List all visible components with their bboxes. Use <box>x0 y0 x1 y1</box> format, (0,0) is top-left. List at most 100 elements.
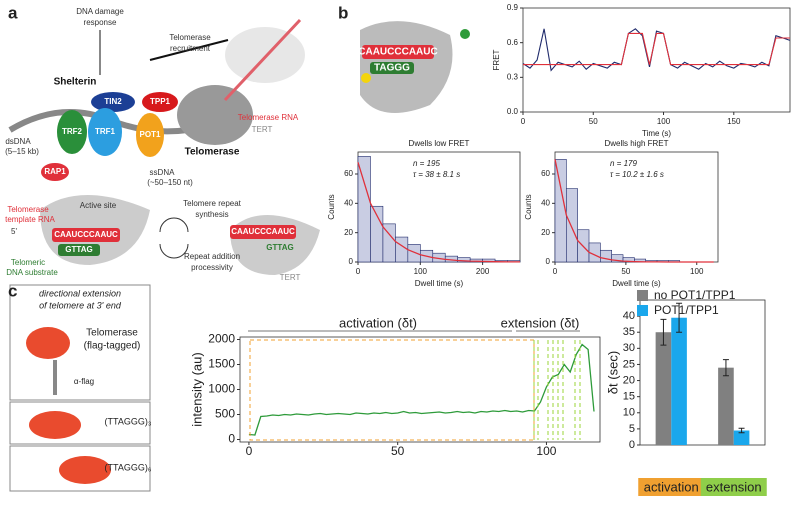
error-bar <box>738 427 745 434</box>
x-tick-label: 0 <box>356 267 361 276</box>
diagram-label: recruitment <box>170 44 211 53</box>
legend-swatch <box>637 290 648 301</box>
chart: 0 500 1000 1500 2000 0 50 100 intensity (au) acti… <box>189 315 601 458</box>
diagram-label: TPP1 <box>150 97 171 106</box>
y-axis-label: δt (sec) <box>605 351 620 394</box>
y-tick-label: 5 <box>629 423 635 435</box>
annotation: activation (δt) <box>339 315 417 330</box>
diagram-label: DNA damage <box>76 7 124 16</box>
diagram-label: (TTAGGG)₃ <box>105 416 152 426</box>
y-tick-label: 40 <box>541 198 550 207</box>
diagram-label: POT1 <box>140 130 161 139</box>
panel-label: a <box>8 3 18 22</box>
x-axis-label: Dwell time (s) <box>612 279 661 288</box>
x-tick-label: 100 <box>536 444 556 458</box>
diagram-label: 5' <box>11 227 17 236</box>
annotation: n = 195 <box>413 159 440 168</box>
y-tick-label: 20 <box>541 228 550 237</box>
line-series <box>523 32 790 66</box>
y-tick-label: 0 <box>349 257 354 266</box>
y-tick-label: 60 <box>344 169 353 178</box>
diagram-label: template RNA <box>5 215 55 224</box>
histogram-bar <box>566 188 578 263</box>
bar <box>718 367 734 445</box>
diagram-label: Active site <box>80 201 117 210</box>
y-tick-label: 15 <box>623 391 635 403</box>
panel-label: b <box>338 3 348 22</box>
y-tick-label: 60 <box>541 169 550 178</box>
panel-label: c <box>8 281 17 300</box>
y-tick-label: 0 <box>228 432 235 446</box>
y-tick-label: 40 <box>344 198 353 207</box>
error-bar <box>660 318 667 346</box>
legend-label: POT1/TPP1 <box>654 303 719 317</box>
histogram-bar <box>600 249 612 263</box>
diagram-label: CAAUCCCAAUC <box>54 230 118 239</box>
diagram-label: α-flag <box>74 377 94 386</box>
chart: 0 20 40 60 0 50 100 Dwells high FRET Dwell time … <box>524 139 719 288</box>
y-tick-label: 2000 <box>208 332 235 346</box>
histogram-bar <box>357 156 371 263</box>
annotation: extension (δt) <box>501 315 580 330</box>
y-axis-label: intensity (au) <box>189 352 204 426</box>
x-tick-label: 50 <box>621 267 630 276</box>
y-tick-label: 25 <box>623 358 635 370</box>
x-tick-label: 0 <box>521 117 526 126</box>
y-tick-label: 35 <box>623 326 635 338</box>
legend-swatch <box>637 305 648 316</box>
chart-title: Dwells low FRET <box>409 139 470 148</box>
x-tick-label: 0 <box>553 267 558 276</box>
histogram-bar <box>395 236 409 263</box>
diagram-label: Telomerase <box>86 328 138 339</box>
histogram-bar <box>407 244 421 263</box>
diagram-shapes <box>8 18 320 275</box>
bar <box>655 332 672 445</box>
x-tick-label: 100 <box>414 267 428 276</box>
x-axis-label: Time (s) <box>642 129 671 138</box>
category-background <box>700 478 767 496</box>
x-tick-label: extension <box>706 479 762 494</box>
diagram-label: of telomere at 3' end <box>39 300 122 310</box>
diagram-label: Telomerase <box>169 33 211 42</box>
diagram-shapes <box>360 21 470 113</box>
plot-frame <box>639 299 766 446</box>
fit-curve <box>554 159 714 263</box>
fit-curve <box>357 162 520 263</box>
diagram-label: CAAUCCCAAUC <box>358 47 437 58</box>
y-tick-label: 40 <box>623 310 635 322</box>
legend-label: no POT1/TPP1 <box>654 288 736 302</box>
y-tick-label: 0.6 <box>507 38 519 47</box>
diagram-label: Shelterin <box>54 77 97 88</box>
annotation: τ = 38 ± 8.1 s <box>413 170 460 179</box>
annotation: τ = 10.2 ± 1.6 s <box>610 170 664 179</box>
chart: 0 20 40 60 0 100 200 Dwells low FRET Dwell time … <box>327 139 521 288</box>
x-tick-label: 50 <box>589 117 598 126</box>
plot-frame <box>522 7 791 113</box>
y-axis-label: Counts <box>524 194 533 219</box>
diagram-label: Telomere repeat <box>183 199 242 208</box>
y-tick-label: 20 <box>344 228 353 237</box>
chart: 0 5 10 15 20 25 30 35 40 δt (sec) activation extens… <box>605 288 767 496</box>
x-tick-label: 150 <box>727 117 741 126</box>
x-tick-label: 100 <box>690 267 704 276</box>
diagram-label: TERT <box>252 125 273 134</box>
x-axis-label: Dwell time (s) <box>415 279 464 288</box>
y-axis-label: Counts <box>327 194 336 219</box>
diagram-label: Telomerase RNA <box>238 113 299 122</box>
y-tick-label: 20 <box>623 374 635 386</box>
x-tick-label: activation <box>644 479 699 494</box>
x-tick-label: 200 <box>476 267 490 276</box>
diagram-label: DNA substrate <box>6 268 58 277</box>
diagram-label: RAP1 <box>44 167 66 176</box>
diagram-label: ssDNA <box>150 168 176 177</box>
line-series <box>248 343 595 436</box>
annotation: n = 179 <box>610 159 637 168</box>
diagram-label: (TTAGGG)₆ <box>105 462 152 472</box>
y-tick-label: 0.3 <box>507 72 519 81</box>
diagram-label: Telomerase <box>7 205 49 214</box>
diagram-label: (~50–150 nt) <box>147 178 193 187</box>
range-box <box>249 339 535 441</box>
diagram-label: synthesis <box>195 210 228 219</box>
x-tick-label: 100 <box>657 117 671 126</box>
